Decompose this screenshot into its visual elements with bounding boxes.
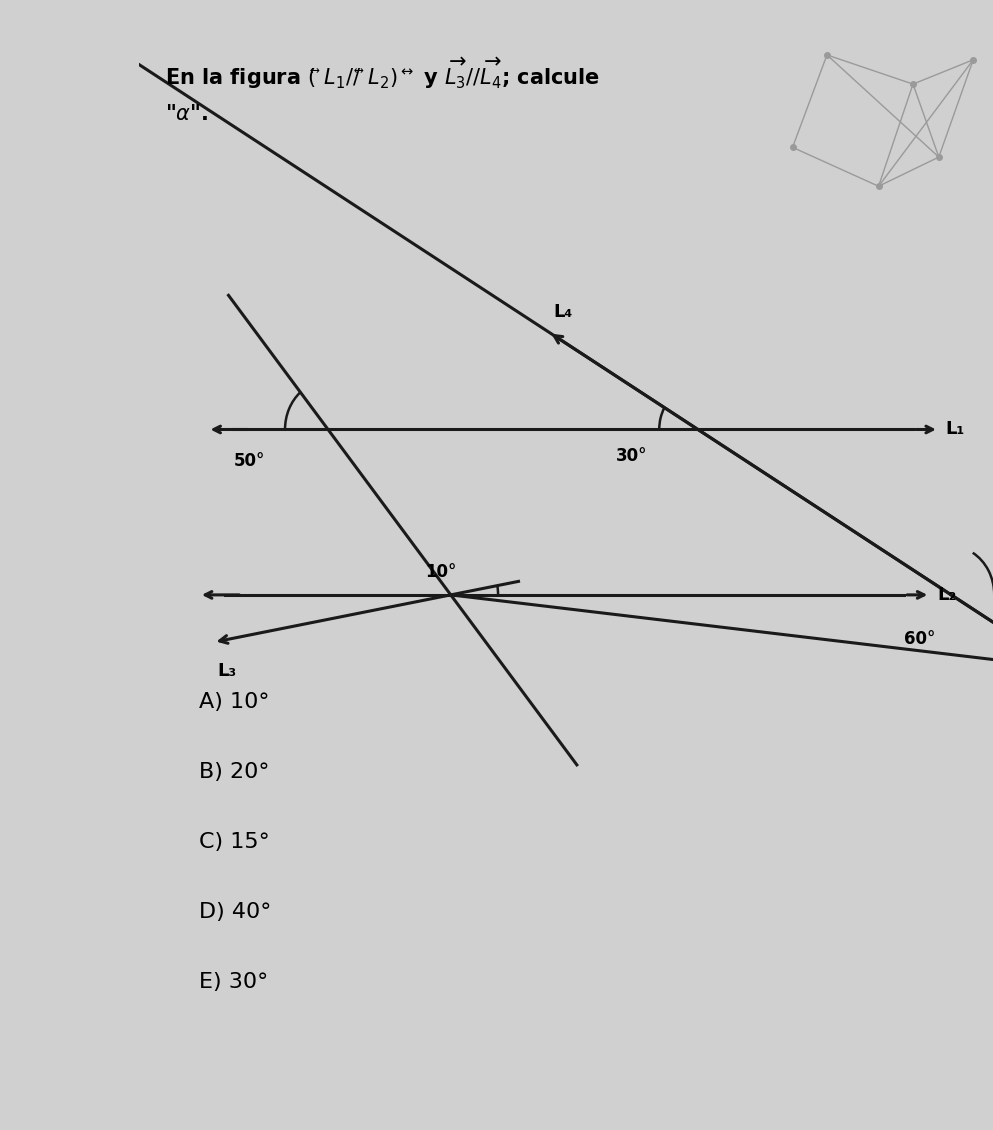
Text: 50°: 50° — [233, 452, 265, 470]
Text: A) 10°: A) 10° — [199, 693, 269, 712]
Text: L₂: L₂ — [937, 585, 956, 603]
Text: D) 40°: D) 40° — [199, 903, 271, 922]
Text: E) 30°: E) 30° — [199, 973, 268, 992]
Text: "$\alpha$".: "$\alpha$". — [165, 104, 208, 123]
Text: 10°: 10° — [425, 564, 457, 581]
Text: L₃: L₃ — [217, 662, 237, 679]
Text: C) 15°: C) 15° — [199, 833, 270, 852]
Text: B) 20°: B) 20° — [199, 763, 269, 782]
Text: 60°: 60° — [904, 629, 935, 647]
Text: L₁: L₁ — [945, 420, 965, 438]
Text: En la figura $(\overleftrightarrow{L_1}//\overleftrightarrow{L_2})^{\leftrightar: En la figura $(\overleftrightarrow{L_1}/… — [165, 55, 600, 90]
Text: L₄: L₄ — [553, 303, 573, 321]
Text: 30°: 30° — [617, 446, 647, 464]
